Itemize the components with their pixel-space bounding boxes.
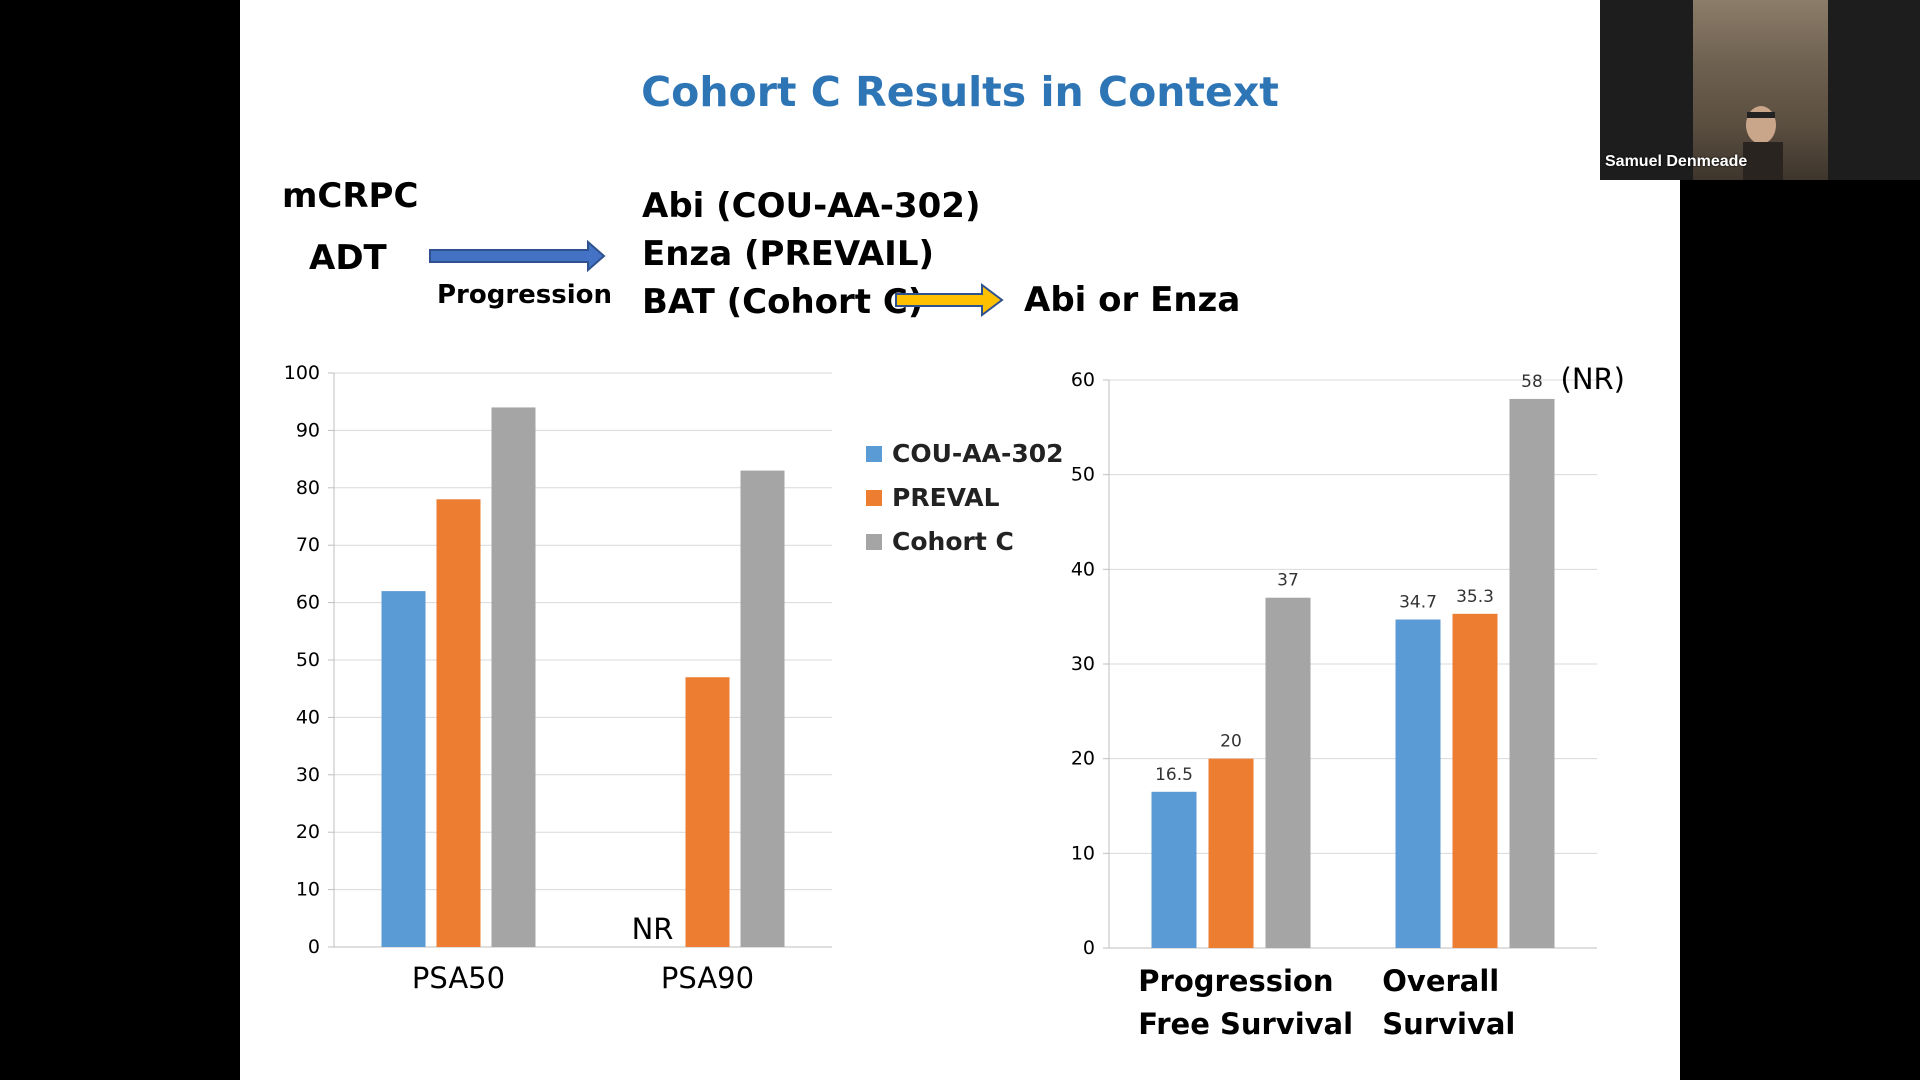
y-tick-label: 90 (296, 419, 320, 441)
y-tick-label: 10 (1071, 842, 1095, 864)
flow-mcrpc-label: mCRPC (282, 176, 419, 216)
flow-next-therapy: Abi or Enza (1024, 280, 1241, 320)
bar (491, 407, 536, 947)
bar (685, 677, 730, 947)
y-tick-label: 100 (284, 362, 320, 384)
flow-therapy-abi: Abi (COU-AA-302) (642, 186, 981, 226)
y-tick-label: 80 (296, 477, 320, 499)
bar (1395, 619, 1441, 948)
category-label: Overall (1382, 964, 1499, 998)
legend-label: COU-AA-302 (892, 439, 1064, 468)
participant-name-label: Samuel Denmeade (1605, 153, 1748, 170)
y-tick-label: 40 (296, 706, 320, 728)
y-tick-label: 50 (296, 649, 320, 671)
data-label: 34.7 (1399, 593, 1437, 613)
y-tick-label: 50 (1071, 464, 1095, 486)
category-label: PSA90 (661, 961, 754, 995)
bar (1151, 791, 1197, 948)
y-tick-label: 30 (296, 764, 320, 786)
category-label: Free Survival (1138, 1007, 1353, 1041)
y-tick-label: 60 (1071, 369, 1095, 391)
data-label: 37 (1277, 571, 1299, 591)
progression-arrow-icon (429, 240, 606, 272)
category-label: Progression (1138, 964, 1333, 998)
legend-swatch (866, 489, 882, 506)
annotation-label: (NR) (1561, 362, 1625, 396)
legend-label: PREVAL (892, 483, 1000, 512)
flow-adt-label: ADT (309, 238, 387, 278)
slide-title: Cohort C Results in Context (641, 68, 1279, 116)
participant-video-feed (1693, 0, 1828, 180)
legend-swatch (866, 445, 882, 462)
next-line-arrow-icon (895, 283, 1004, 317)
y-tick-label: 0 (1083, 937, 1095, 959)
y-tick-label: 0 (308, 936, 320, 958)
y-tick-label: 20 (296, 821, 320, 843)
legend-item-preval: PREVAL (866, 483, 1000, 512)
bar (1452, 613, 1498, 948)
flow-therapy-enza: Enza (PREVAIL) (642, 234, 935, 274)
legend-item-cohort-c: Cohort C (866, 527, 1014, 556)
bar (436, 499, 481, 947)
bar (1208, 758, 1254, 948)
category-label: Survival (1382, 1007, 1515, 1041)
survival-chart: 0 10 20 30 40 50 60 16.5 20 37 Progression Free Sur… (1071, 362, 1625, 1041)
participant-video-tile[interactable]: Samuel Denmeade (1600, 0, 1920, 180)
psa-response-chart: 0 10 20 30 40 50 60 70 80 90 100 PSA50 NR PSA90 (284, 362, 832, 995)
bar (1265, 597, 1311, 948)
data-label: 35.3 (1456, 587, 1494, 607)
legend-label: Cohort C (892, 527, 1014, 556)
y-tick-label: 70 (296, 534, 320, 556)
y-tick-label: 20 (1071, 748, 1095, 770)
y-tick-label: 40 (1071, 558, 1095, 580)
participant-silhouette-icon (1743, 106, 1783, 180)
category-label: PSA50 (412, 961, 505, 995)
legend-item-cou-aa-302: COU-AA-302 (866, 439, 1064, 468)
data-label: 20 (1220, 732, 1242, 752)
data-label: 16.5 (1155, 765, 1193, 785)
bar (381, 591, 426, 947)
bar (740, 470, 785, 947)
flow-therapy-bat: BAT (Cohort C) (642, 282, 924, 322)
legend-swatch (866, 533, 882, 550)
flow-progression-label: Progression (437, 280, 613, 310)
y-tick-label: 60 (296, 592, 320, 614)
annotation-label: NR (632, 912, 674, 946)
y-tick-label: 30 (1071, 653, 1095, 675)
presentation-slide: Cohort C Results in Context mCRPC ADT Pr… (240, 0, 1680, 1080)
bar (1509, 398, 1555, 948)
data-label: 58 (1521, 372, 1543, 392)
y-tick-label: 10 (296, 879, 320, 901)
